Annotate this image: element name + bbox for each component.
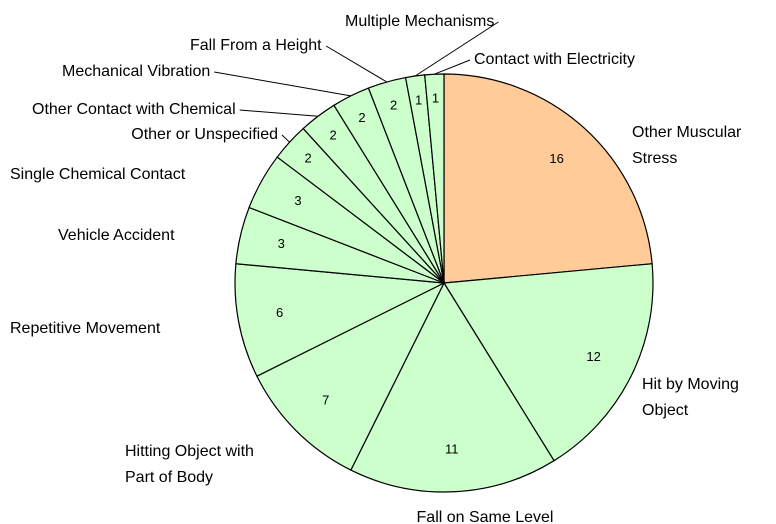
value-label: 11 <box>445 441 459 456</box>
value-label: 6 <box>276 305 283 320</box>
category-label: Fall From a Height <box>190 37 322 54</box>
slice <box>443 73 653 284</box>
slice <box>256 281 446 471</box>
slice <box>350 281 555 493</box>
leader-line <box>239 109 319 117</box>
value-label: 2 <box>304 151 311 166</box>
value-label: 2 <box>358 110 365 125</box>
value-label: 1 <box>432 91 439 106</box>
category-label: Multiple Mechanisms <box>345 13 494 30</box>
value-label: 2 <box>330 128 337 143</box>
category-label: Repetitive Movement <box>10 320 161 337</box>
leader-line <box>414 21 499 77</box>
value-label: 3 <box>294 193 301 208</box>
leader-line <box>281 134 290 143</box>
category-label: Other or Unspecified <box>131 126 278 143</box>
category-label: Contact with Electricity <box>474 51 635 68</box>
value-label: 12 <box>586 349 600 364</box>
value-label: 3 <box>278 236 285 251</box>
slice <box>442 263 654 462</box>
leader-line <box>325 45 388 83</box>
leader-line <box>434 59 471 75</box>
category-label: Fall on Same Level <box>417 509 554 524</box>
value-label: 1 <box>415 92 422 107</box>
category-label: Vehicle Accident <box>58 227 175 244</box>
value-label: 2 <box>390 98 397 113</box>
category-label: Mechanical Vibration <box>62 63 210 80</box>
slice <box>234 263 447 377</box>
category-label: Other Contact with Chemical <box>32 101 236 118</box>
category-label: Other Muscular Stress <box>632 124 742 167</box>
category-label: Hit by Moving Object <box>642 376 739 419</box>
value-label: 7 <box>322 393 329 408</box>
category-label: Single Chemical Contact <box>10 166 186 183</box>
value-label: 16 <box>549 151 563 166</box>
category-label: Hitting Object with Part of Body <box>125 443 254 486</box>
leader-line <box>214 71 351 97</box>
